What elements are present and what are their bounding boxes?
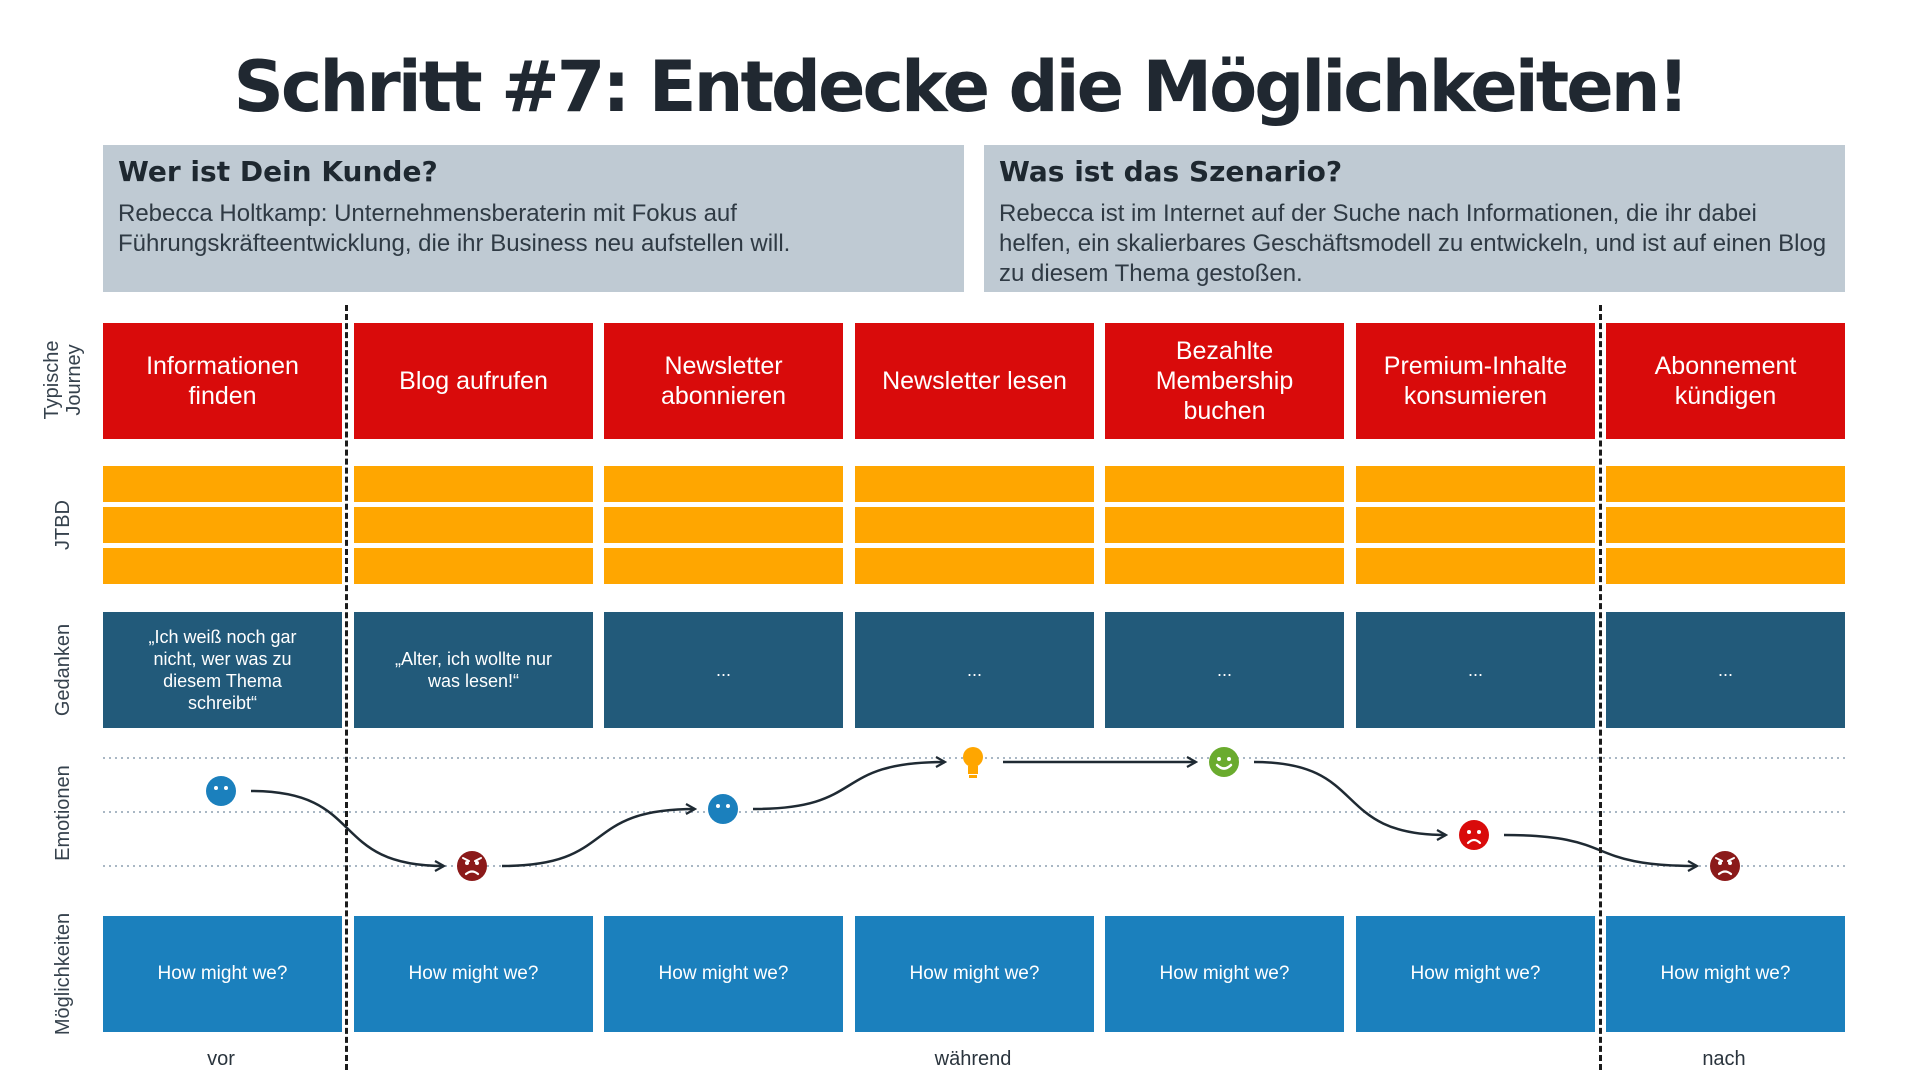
jtbd-bar xyxy=(604,466,843,502)
scenario-heading: Was ist das Szenario? xyxy=(999,155,1343,188)
angry-face-icon xyxy=(1710,851,1740,881)
opportunity-card: How might we? xyxy=(1606,916,1845,1032)
jtbd-bar xyxy=(1356,466,1595,502)
jtbd-bar xyxy=(1105,466,1344,502)
opportunity-card: How might we? xyxy=(1356,916,1595,1032)
phase-divider-after xyxy=(1599,305,1602,1070)
thought-card: ... xyxy=(604,612,843,728)
journey-step: Abonnement kündigen xyxy=(1606,323,1845,439)
thought-card: ... xyxy=(1356,612,1595,728)
angry-face-icon xyxy=(457,851,487,881)
jtbd-bar xyxy=(1606,466,1845,502)
phase-divider-before xyxy=(345,305,348,1070)
happy-face-icon xyxy=(1209,747,1239,777)
jtbd-bar xyxy=(1356,507,1595,543)
customer-box: Wer ist Dein Kunde? Rebecca Holtkamp: Un… xyxy=(103,145,964,292)
journey-step: Bezahlte Membership buchen xyxy=(1105,323,1344,439)
opportunity-card: How might we? xyxy=(855,916,1094,1032)
jtbd-bar xyxy=(103,548,342,584)
journey-step: Informationen finden xyxy=(103,323,342,439)
jtbd-bar xyxy=(1606,548,1845,584)
lightbulb-icon xyxy=(963,747,983,778)
scenario-text: Rebecca ist im Internet auf der Suche na… xyxy=(999,200,1827,287)
jtbd-bar xyxy=(1105,548,1344,584)
journey-step: Premium-Inhalte konsumieren xyxy=(1356,323,1595,439)
jtbd-bar xyxy=(1105,507,1344,543)
phase-label-after: nach xyxy=(1702,1048,1746,1070)
jtbd-bar xyxy=(103,507,342,543)
thought-card: ... xyxy=(1606,612,1845,728)
jtbd-bar xyxy=(604,507,843,543)
neutral-face-icon xyxy=(708,794,738,824)
thought-card: ... xyxy=(855,612,1094,728)
opportunity-card: How might we? xyxy=(354,916,593,1032)
customer-text: Rebecca Holtkamp: Unternehmensberaterin … xyxy=(118,200,791,257)
emotion-arrow xyxy=(1253,760,1446,835)
thought-card: ... xyxy=(1105,612,1344,728)
jtbd-bar xyxy=(1356,548,1595,584)
sad-face-icon xyxy=(1459,820,1489,850)
scenario-box: Was ist das Szenario? Rebecca ist im Int… xyxy=(984,145,1845,292)
jtbd-bar xyxy=(354,466,593,502)
thought-card: „Ich weiß noch gar nicht, wer was zu die… xyxy=(103,612,342,728)
opportunity-card: How might we? xyxy=(604,916,843,1032)
neutral-face-icon xyxy=(206,776,236,806)
phase-label-during: während xyxy=(934,1048,1012,1070)
phase-label-before: vor xyxy=(207,1048,235,1070)
jtbd-bar xyxy=(855,548,1094,584)
customer-heading: Wer ist Dein Kunde? xyxy=(118,155,438,188)
jtbd-bar xyxy=(354,548,593,584)
journey-step: Newsletter abonnieren xyxy=(604,323,843,439)
journey-step: Blog aufrufen xyxy=(354,323,593,439)
opportunity-card: How might we? xyxy=(103,916,342,1032)
journey-step: Newsletter lesen xyxy=(855,323,1094,439)
emotion-arrow xyxy=(752,762,945,811)
jtbd-bar xyxy=(604,548,843,584)
jtbd-bar xyxy=(855,466,1094,502)
jtbd-bar xyxy=(103,466,342,502)
page-title: Schritt #7: Entdecke die Möglichkeiten! xyxy=(233,46,1690,128)
jtbd-bar xyxy=(354,507,593,543)
opportunity-card: How might we? xyxy=(1105,916,1344,1032)
jtbd-bar xyxy=(855,507,1094,543)
thought-card: „Alter, ich wollte nur was lesen!“ xyxy=(354,612,593,728)
jtbd-bar xyxy=(1606,507,1845,543)
emotion-arrow xyxy=(501,809,695,868)
